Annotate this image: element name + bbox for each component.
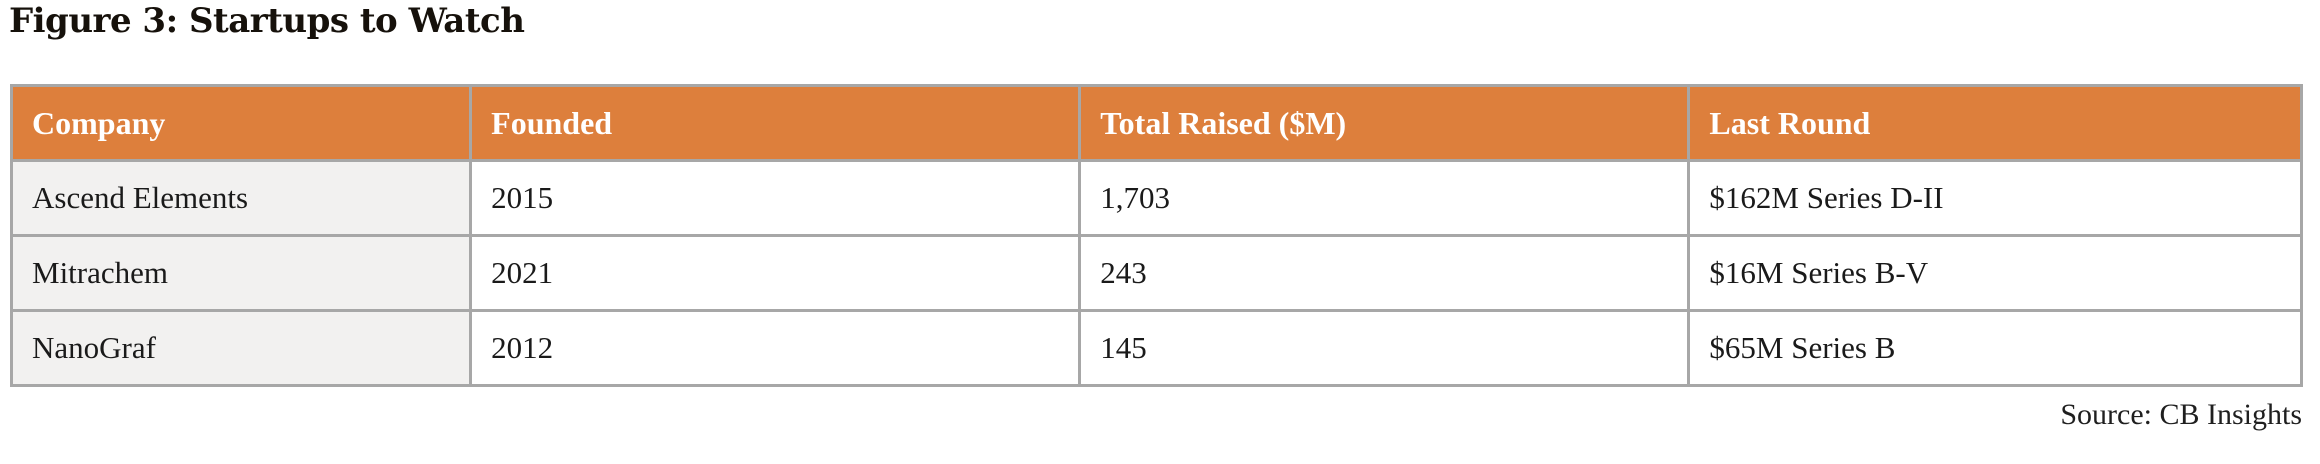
column-header-last-round: Last Round	[1687, 84, 2303, 162]
cell-founded: 2012	[469, 309, 1082, 387]
source-attribution: Source: CB Insights	[2060, 398, 2302, 431]
cell-total-raised: 243	[1078, 234, 1691, 312]
cell-company: Mitrachem	[9, 234, 473, 312]
cell-company: NanoGraf	[9, 309, 473, 387]
column-header-company: Company	[9, 84, 473, 162]
cell-founded: 2015	[469, 159, 1082, 237]
table-row: NanoGraf 2012 145 $65M Series B	[9, 309, 2303, 387]
cell-company: Ascend Elements	[9, 159, 473, 237]
table-header-row: Company Founded Total Raised ($M) Last R…	[9, 84, 2303, 162]
cell-last-round: $162M Series D-II	[1687, 159, 2303, 237]
column-header-founded: Founded	[469, 84, 1082, 162]
column-header-total-raised: Total Raised ($M)	[1078, 84, 1691, 162]
cell-founded: 2021	[469, 234, 1082, 312]
cell-total-raised: 145	[1078, 309, 1691, 387]
startups-table: Company Founded Total Raised ($M) Last R…	[9, 84, 2303, 387]
cell-last-round: $16M Series B-V	[1687, 234, 2303, 312]
figure-title: Figure 3: Startups to Watch	[9, 1, 525, 41]
table-header: Company Founded Total Raised ($M) Last R…	[9, 84, 2303, 162]
cell-last-round: $65M Series B	[1687, 309, 2303, 387]
cell-total-raised: 1,703	[1078, 159, 1691, 237]
table-row: Ascend Elements 2015 1,703 $162M Series …	[9, 159, 2303, 237]
table-row: Mitrachem 2021 243 $16M Series B-V	[9, 234, 2303, 312]
table-body: Ascend Elements 2015 1,703 $162M Series …	[9, 159, 2303, 387]
